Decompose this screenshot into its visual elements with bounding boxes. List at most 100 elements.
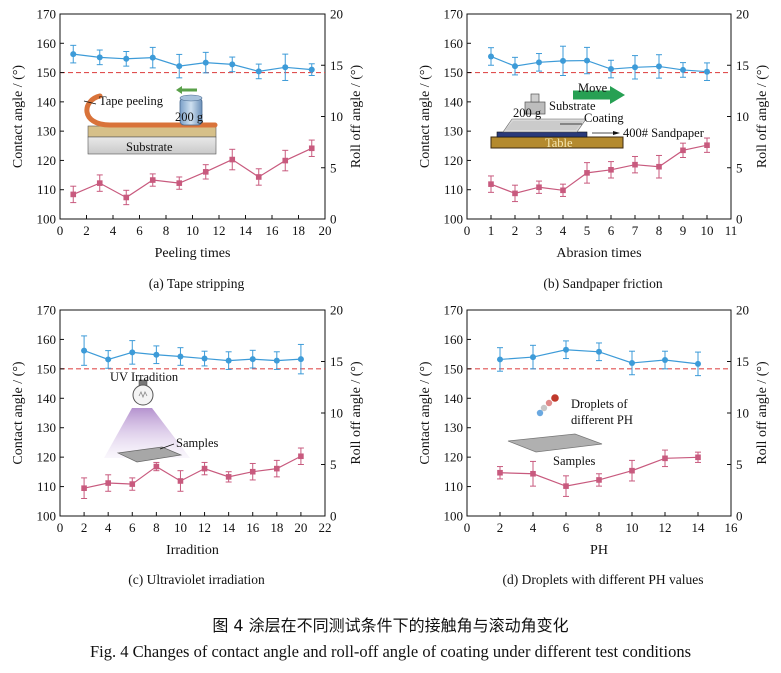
y-tick-label: 120	[444, 450, 464, 465]
contact-angle-point	[497, 356, 503, 363]
roll-off-angle-point	[129, 481, 136, 487]
contact-angle-point	[596, 348, 602, 355]
y-tick-label: 130	[37, 124, 57, 139]
y-tick-label: 160	[444, 332, 464, 347]
x-tick-label: 6	[563, 520, 570, 535]
y2-tick-label: 5	[330, 457, 337, 472]
contact-angle-point	[273, 357, 280, 364]
roll-off-angle-point	[596, 477, 602, 483]
annotation-droplets-2: different PH	[571, 413, 633, 427]
roll-off-angle-point	[584, 170, 590, 176]
roll-off-angle-point	[308, 145, 315, 152]
y2-tick-label: 5	[736, 160, 743, 175]
roll-off-angle-point	[488, 181, 494, 187]
roll-off-angle-point	[282, 157, 289, 164]
roll-off-angle-point	[255, 174, 262, 180]
contact-angle-point	[629, 359, 635, 366]
x-tick-label: 14	[239, 223, 253, 238]
y-tick-label: 100	[444, 509, 464, 524]
roll-off-angle-point	[560, 187, 566, 194]
x-tick-label: 1	[488, 223, 495, 238]
x-tick-label: 2	[512, 223, 519, 238]
x-tick-label: 12	[198, 520, 211, 535]
contact-angle-point	[560, 57, 566, 64]
x-axis-label: Peeling times	[155, 246, 231, 261]
roll-off-angle-line	[490, 144, 708, 195]
roll-off-angle-point	[105, 480, 111, 486]
contact-angle-point	[81, 347, 88, 354]
y2-axis-label: Roll off angle / (°)	[349, 65, 364, 169]
contact-angle-point	[96, 54, 103, 61]
y2-tick-label: 15	[736, 354, 749, 369]
chart-panel-d: 0 2 4 6 8 10 12 14 16 100 110 120 130 140 150 160 170 0 5 1…	[418, 303, 770, 559]
move-arrowhead-icon	[610, 86, 625, 104]
roll-off-angle-point	[497, 469, 503, 476]
y2-tick-label: 10	[736, 109, 749, 124]
y2-tick-label: 20	[330, 7, 343, 22]
y2-tick-label: 0	[736, 212, 743, 227]
roll-off-angle-point	[530, 470, 536, 477]
figure-caption-english: Fig. 4 Changes of contact angle and roll…	[89, 642, 692, 661]
x-tick-label: 18	[292, 223, 305, 238]
bulb-filament-icon	[138, 391, 148, 399]
y-tick-label: 170	[444, 303, 464, 318]
annotation-samples: Samples	[176, 436, 218, 450]
y2-axis-label: Roll off angle / (°)	[755, 361, 770, 465]
contact-angle-point	[255, 68, 262, 75]
coating-hatch	[505, 121, 583, 130]
y-tick-label: 130	[444, 420, 464, 435]
contact-angle-point	[201, 355, 208, 362]
y2-tick-label: 15	[330, 354, 343, 369]
y-tick-label: 120	[37, 153, 57, 168]
y-tick-label: 150	[444, 361, 464, 376]
roll-off-angle-line	[83, 455, 302, 489]
annotation-samples: Samples	[553, 454, 595, 468]
y-tick-label: 140	[444, 94, 464, 109]
y-axis-label: Contact angle / (°)	[418, 65, 433, 169]
x-tick-label: 0	[57, 223, 64, 238]
figure-caption-chinese: 图 4 涂层在不同测试条件下的接触角与滚动角变化	[212, 616, 569, 635]
roll-off-angle-point	[123, 194, 130, 201]
contact-angle-point	[202, 59, 209, 66]
y2-tick-label: 20	[330, 303, 343, 318]
x-tick-label: 5	[584, 223, 591, 238]
x-tick-label: 8	[656, 223, 663, 238]
x-tick-label: 20	[294, 520, 307, 535]
roll-off-angle-point	[274, 465, 280, 472]
roll-off-angle-point	[229, 156, 236, 163]
y-tick-label: 130	[444, 124, 464, 139]
x-tick-label: 4	[530, 520, 537, 535]
x-tick-label: 12	[213, 223, 226, 238]
pointer-line	[83, 100, 97, 105]
x-tick-label: 10	[626, 520, 639, 535]
y-tick-label: 150	[444, 65, 464, 80]
x-tick-label: 8	[163, 223, 170, 238]
y-tick-label: 150	[37, 65, 57, 80]
y-axis-label: Contact angle / (°)	[11, 361, 26, 465]
x-tick-label: 8	[596, 520, 603, 535]
contact-angle-point	[656, 63, 662, 70]
contact-angle-point	[149, 54, 156, 61]
y2-tick-label: 20	[736, 303, 749, 318]
x-tick-label: 4	[105, 520, 112, 535]
contact-angle-point	[563, 346, 569, 353]
roll-off-angle-point	[704, 142, 710, 148]
y2-tick-label: 0	[330, 212, 337, 227]
annotation-coating: Coating	[584, 111, 624, 125]
x-tick-label: 4	[110, 223, 117, 238]
contact-angle-point	[177, 353, 184, 360]
x-tick-label: 3	[536, 223, 543, 238]
y2-tick-label: 20	[736, 7, 749, 22]
roll-off-angle-point	[153, 463, 160, 470]
annotation-move: Move	[578, 81, 608, 95]
roll-off-angle-point	[298, 453, 304, 460]
contact-angle-point	[608, 66, 614, 73]
roll-off-angle-point	[81, 485, 87, 491]
annotation-weight: 200 g	[513, 106, 542, 120]
roll-off-angle-point	[680, 147, 686, 154]
droplet-red-icon	[551, 394, 559, 402]
arrowhead-left-icon	[176, 86, 182, 94]
droplet-blue-icon	[536, 409, 544, 417]
y-tick-label: 100	[444, 212, 464, 227]
